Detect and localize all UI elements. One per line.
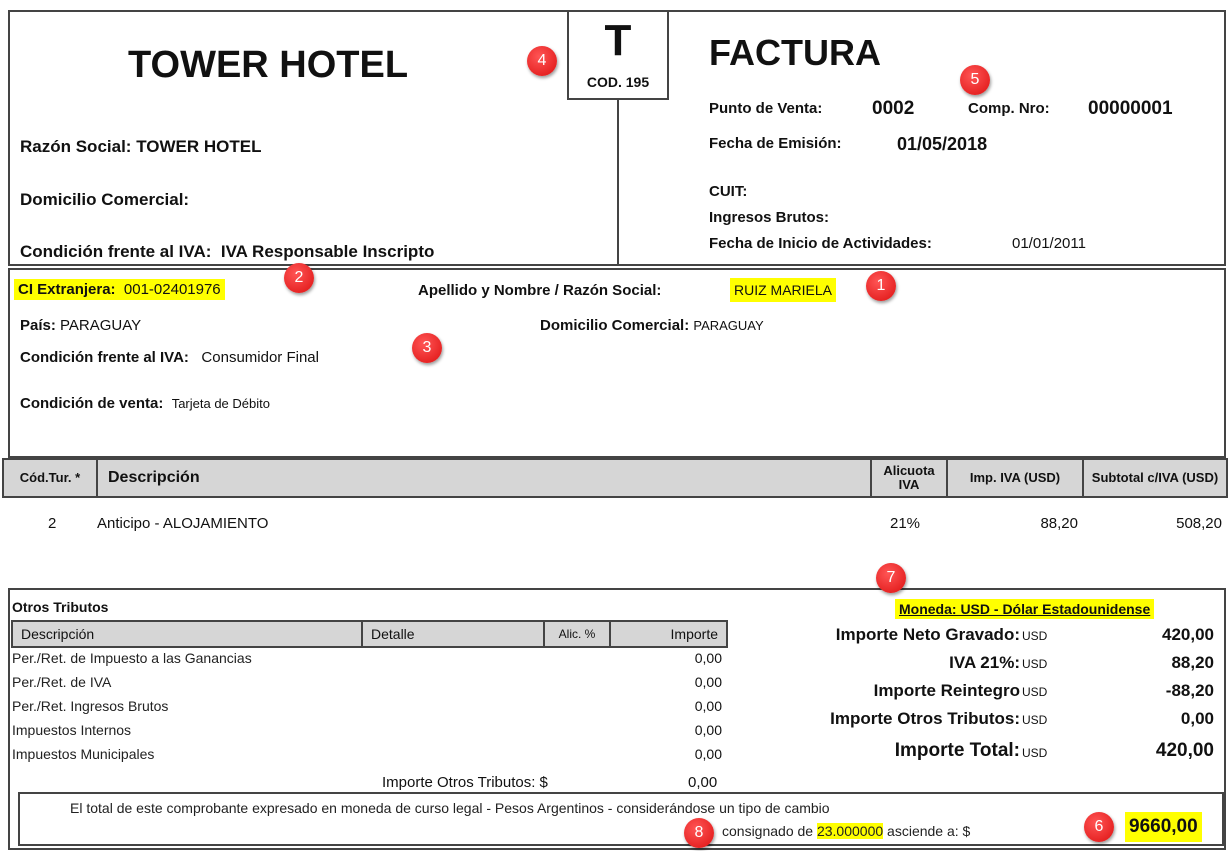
annotation-badge: 3: [412, 333, 442, 363]
item-iva: 88,20: [1040, 515, 1078, 532]
label: Fecha de Emisión:: [709, 135, 842, 152]
currency: USD: [1022, 685, 1048, 699]
annotation-badge: 4: [527, 46, 557, 76]
divider: [617, 100, 619, 265]
doc-type: FACTURA: [709, 32, 881, 73]
annotation-badge: 6: [1084, 812, 1114, 842]
total-label: IVA 21%:: [949, 653, 1020, 672]
label: Condición frente al IVA:: [20, 349, 189, 366]
label: Punto de Venta:: [709, 100, 823, 117]
label: Fecha de Inicio de Actividades:: [709, 235, 932, 252]
otros-row-desc: Per./Ret. Ingresos Brutos: [12, 698, 169, 714]
invoice-letter-box: T COD. 195: [567, 10, 669, 100]
otros-row-desc: Impuestos Internos: [12, 722, 132, 738]
col-desc: Descripción: [96, 458, 872, 498]
label: Apellido y Nombre / Razón Social:: [418, 282, 662, 299]
total-label: Importe Total:: [894, 740, 1020, 761]
otros-row-importe: 0,00: [694, 650, 722, 666]
punto-venta: 0002: [872, 98, 915, 119]
condicion-venta: Tarjeta de Débito: [171, 396, 270, 411]
pais: PARAGUAY: [60, 317, 142, 334]
note-box: [18, 792, 1224, 846]
otros-total: 0,00: [688, 774, 718, 791]
note-text: asciende a: $: [887, 823, 971, 839]
annotation-badge: 7: [876, 563, 906, 593]
annotation-badge: 1: [866, 271, 896, 301]
item-subtotal: 508,20: [1176, 515, 1222, 532]
otros-row-importe: 0,00: [694, 698, 722, 714]
total-value: 420,00: [1155, 740, 1214, 761]
annotation-badge: 8: [684, 818, 714, 848]
currency: USD: [1022, 657, 1048, 671]
client-name: RUIZ MARIELA: [730, 278, 837, 302]
otros-col-importe: Importe: [609, 620, 728, 648]
item-desc: Anticipo - ALOJAMIENTO: [97, 515, 269, 532]
col-subtotal: Subtotal c/IVA (USD): [1082, 458, 1228, 498]
annotation-badge: 5: [960, 65, 990, 95]
razon-social: TOWER HOTEL: [136, 137, 262, 156]
fecha-emision: 01/05/2018: [897, 134, 988, 154]
otros-row-desc: Per./Ret. de IVA: [12, 674, 112, 690]
client-section: [8, 268, 1226, 458]
currency: USD: [1022, 713, 1048, 727]
note-text: consignado de: [722, 823, 814, 839]
hotel-name: TOWER HOTEL: [128, 44, 409, 86]
otros-col-alic: Alic. %: [543, 620, 611, 648]
label: Condición de venta:: [20, 395, 164, 412]
otros-row-desc: Per./Ret. de Impuesto a las Ganancias: [12, 650, 252, 666]
annotation-badge: 2: [284, 263, 314, 293]
total-value: 88,20: [1171, 653, 1214, 672]
item-alic: 21%: [890, 515, 921, 532]
label: CI Extranjera:: [18, 281, 116, 298]
label: Comp. Nro:: [968, 100, 1050, 117]
total-value: 420,00: [1162, 625, 1214, 644]
ci-extranjera: 001-02401976: [123, 281, 221, 298]
fecha-inicio: 01/01/2011: [1012, 235, 1086, 252]
client-domicilio: PARAGUAY: [693, 318, 764, 333]
total-label: Importe Reintegro: [873, 681, 1020, 700]
exchange-rate: 23.000000: [816, 823, 884, 839]
total-label: Importe Neto Gravado:: [835, 625, 1020, 644]
otros-col-detalle: Detalle: [361, 620, 545, 648]
comp-nro: 00000001: [1088, 98, 1173, 119]
col-iva: Imp. IVA (USD): [946, 458, 1084, 498]
totals-section: [8, 588, 1226, 850]
col-alic: Alicuota IVA: [870, 458, 948, 498]
label: Razón Social:: [20, 137, 132, 156]
label: Domicilio Comercial:: [20, 190, 190, 209]
label: Ingresos Brutos:: [709, 209, 830, 226]
otros-col-desc: Descripción: [11, 620, 363, 648]
total-value: 0,00: [1180, 709, 1214, 728]
label: CUIT:: [709, 183, 748, 200]
invoice-code: COD. 195: [586, 74, 650, 90]
otros-row-importe: 0,00: [694, 746, 722, 762]
amount-ars: 9660,00: [1125, 812, 1202, 842]
total-label: Importe Otros Tributos:: [830, 709, 1020, 728]
label: Domicilio Comercial:: [540, 317, 690, 334]
iva-condition: IVA Responsable Inscripto: [220, 242, 435, 261]
otros-title: Otros Tributos: [12, 599, 109, 615]
invoice-letter: T: [604, 16, 632, 65]
currency: USD: [1022, 746, 1048, 760]
label: Condición frente al IVA:: [20, 242, 212, 261]
otros-row-desc: Impuestos Municipales: [12, 746, 155, 762]
client-iva: Consumidor Final: [201, 349, 319, 366]
otros-total-label: Importe Otros Tributos: $: [382, 774, 548, 791]
note-line1: El total de este comprobante expresado e…: [70, 800, 830, 816]
col-cod: Cód.Tur. *: [2, 458, 98, 498]
item-cod: 2: [48, 515, 57, 532]
currency: USD: [1022, 629, 1048, 643]
otros-row-importe: 0,00: [694, 722, 722, 738]
moneda: Moneda: USD - Dólar Estadounidense: [895, 599, 1155, 619]
otros-row-importe: 0,00: [694, 674, 722, 690]
label: País:: [20, 317, 56, 334]
total-value: -88,20: [1165, 681, 1214, 700]
